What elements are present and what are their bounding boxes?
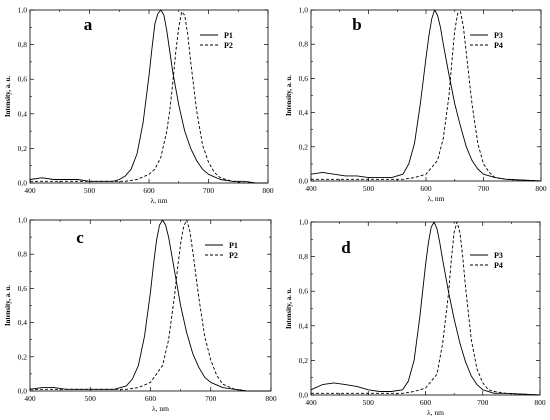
x-tick-label: 800 (535, 184, 547, 193)
x-tick-label: 600 (420, 398, 432, 407)
panel-d: 400 500 600 700 800 0,0 0,2 0,4 0,6 0,8 1,0 λ, nm In… (286, 218, 546, 418)
y-tick-label: 0,8 (299, 252, 309, 261)
y-tick-label: 0,8 (18, 250, 28, 259)
y-axis-label: Intensity, a. u. (286, 288, 293, 329)
panel-b: 400 500 600 700 800 0,0 0,2 0,4 0,6 0,8 1,0 λ, nm In… (286, 6, 547, 204)
y-tick-label: 0,0 (299, 391, 309, 400)
y-tick-label: 0,8 (18, 40, 28, 49)
panel-letter: c (76, 228, 84, 247)
y-tick-label: 0,6 (18, 284, 28, 293)
y-axis-label: Intensity, a. u. (286, 75, 293, 116)
x-tick-label: 600 (145, 394, 157, 403)
legend-label-p2: P2 (229, 251, 238, 260)
series-line-p1 (29, 219, 271, 392)
x-tick-label: 500 (84, 186, 96, 195)
panel-a: 400 500 600 700 800 0,0 0,2 0,4 0,6 0,8 1,0 λ, nm In… (5, 6, 274, 206)
x-axis-label: λ, nm (428, 194, 445, 203)
legend-label-p4: P4 (494, 261, 503, 270)
y-tick-label: 1,0 (18, 6, 28, 15)
x-tick-label: 600 (420, 184, 432, 193)
y-tick-label: 0,8 (299, 40, 309, 49)
series-line-p4 (311, 11, 542, 182)
y-tick-label: 0,2 (18, 352, 28, 361)
y-tick-label: 1,0 (299, 6, 309, 15)
y-tick-label: 0,4 (299, 108, 309, 117)
x-tick-label: 500 (363, 184, 375, 193)
y-tick-label: 0,2 (299, 356, 309, 365)
legend-label-p2: P2 (224, 41, 233, 50)
x-axis-label: λ, nm (152, 404, 169, 413)
series-line-p2 (30, 219, 271, 392)
y-tick-label: 1,0 (18, 216, 28, 225)
x-tick-label: 700 (205, 394, 217, 403)
legend-label-p4: P4 (494, 41, 503, 50)
x-tick-label: 400 (24, 186, 36, 195)
y-tick-label: 0,4 (18, 318, 28, 327)
y-axis-label: Intensity, a. u. (5, 285, 12, 326)
y-axis-label: Intensity, a. u. (5, 76, 12, 117)
x-tick-label: 500 (85, 394, 97, 403)
y-tick-label: 0,6 (299, 287, 309, 296)
series-line-p1 (29, 9, 268, 184)
x-tick-label: 800 (265, 394, 277, 403)
series-line-p3 (310, 221, 541, 396)
series-line-p3 (310, 9, 542, 182)
panel-c: 400 500 600 700 800 0,0 0,2 0,4 0,6 0,8 1,0 λ, nm In… (5, 216, 277, 414)
legend-label-p1: P1 (224, 31, 233, 40)
y-tick-label: 0,0 (18, 179, 28, 188)
plot-frame (310, 9, 542, 182)
y-tick-label: 0,6 (299, 74, 309, 83)
x-tick-label: 700 (478, 184, 490, 193)
x-axis-label: λ, nm (427, 408, 444, 417)
series-line-p4 (311, 221, 541, 396)
y-tick-label: 0,0 (299, 177, 309, 186)
x-tick-label: 800 (534, 398, 546, 407)
y-tick-label: 0,0 (18, 387, 28, 396)
legend-label-p1: P1 (229, 241, 238, 250)
y-tick-label: 1,0 (299, 218, 309, 227)
y-tick-label: 0,2 (18, 144, 28, 153)
panel-letter: a (84, 15, 93, 34)
x-tick-label: 400 (305, 184, 317, 193)
x-axis-label: λ, nm (151, 196, 168, 205)
panel-letter: b (352, 15, 361, 34)
x-tick-label: 700 (477, 398, 489, 407)
legend-label-p3: P3 (494, 31, 503, 40)
legend-label-p3: P3 (494, 251, 503, 260)
y-tick-label: 0,4 (299, 321, 309, 330)
x-tick-label: 600 (143, 186, 155, 195)
x-tick-label: 400 (305, 398, 317, 407)
y-tick-label: 0,4 (18, 109, 28, 118)
series-line-p2 (30, 11, 268, 184)
x-tick-label: 500 (363, 398, 375, 407)
x-tick-label: 700 (203, 186, 215, 195)
panel-letter: d (341, 238, 351, 257)
y-tick-label: 0,2 (299, 142, 309, 151)
x-tick-label: 800 (262, 186, 274, 195)
x-tick-label: 400 (24, 394, 36, 403)
y-tick-label: 0,6 (18, 75, 28, 84)
